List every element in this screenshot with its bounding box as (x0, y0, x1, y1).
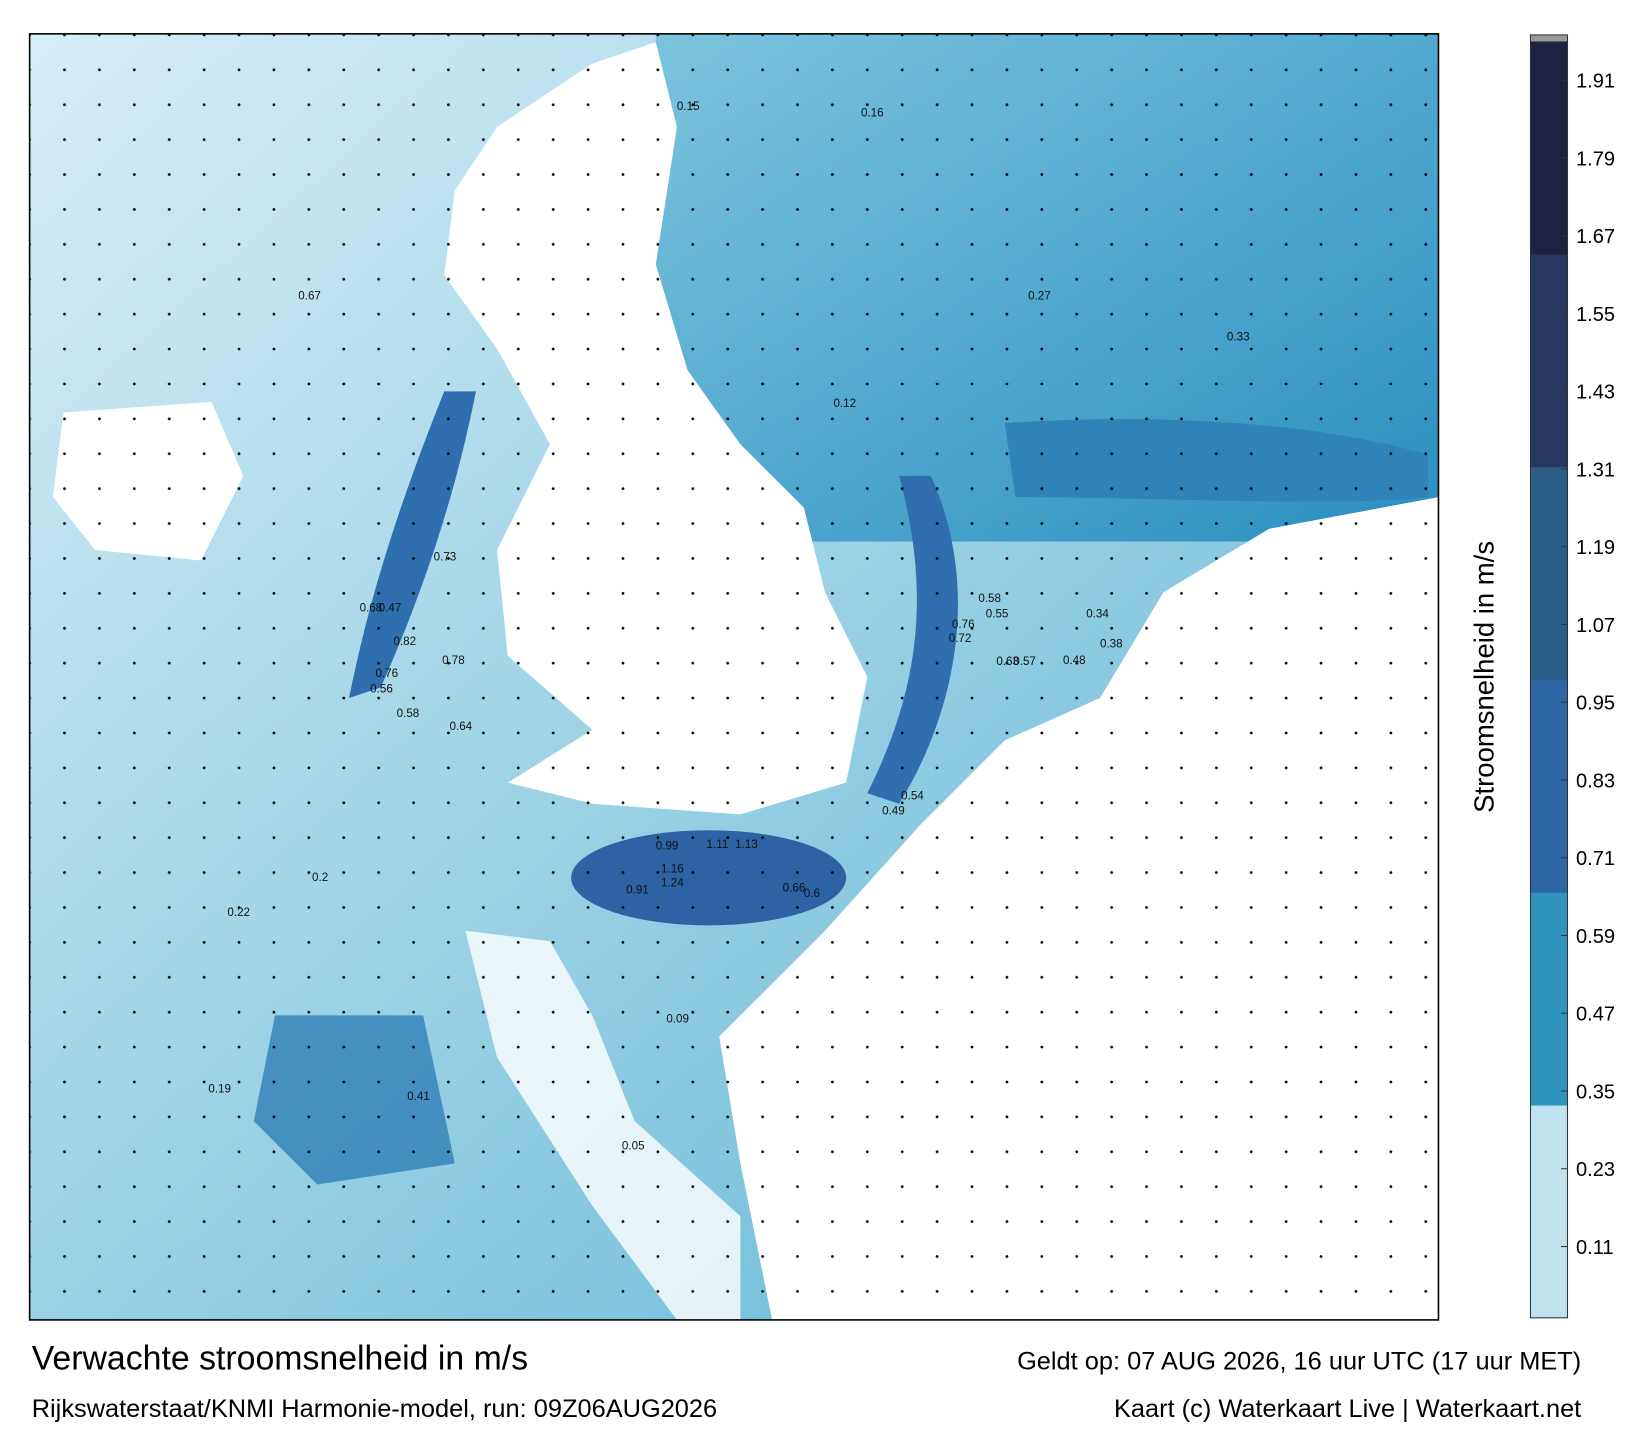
speed-label: 0.41 (407, 1090, 430, 1103)
speed-label: 0.49 (882, 804, 905, 817)
speed-label: 1.11 (707, 838, 729, 851)
colorbar-tick-label: 0.47 (1576, 1004, 1615, 1026)
colorbar-tick-label: 1.07 (1576, 615, 1615, 637)
colorbar-band (1530, 466, 1568, 681)
speed-label: 0.6 (804, 887, 820, 900)
speed-label: 0.2 (312, 871, 328, 884)
colorbar-cap (1530, 34, 1568, 42)
speed-label: 1.16 (661, 863, 684, 876)
speed-label: 0.58 (978, 592, 1001, 605)
speed-label: 0.67 (298, 289, 321, 302)
speed-label: 0.27 (1028, 289, 1051, 302)
title: Verwachte stroomsnelheid in m/s (32, 1340, 528, 1378)
speed-label: 0.91 (626, 884, 649, 897)
colorbar-tick-label: 1.19 (1576, 537, 1615, 559)
speed-label: 0.64 (450, 720, 473, 733)
colorbar-band (1530, 1105, 1568, 1319)
speed-label: 0.54 (901, 790, 924, 803)
speed-label: 0.76 (952, 618, 975, 631)
colorbar-label: Stroomsnelheid in m/s (1468, 541, 1499, 813)
speed-label: 0.66 (783, 882, 806, 895)
colorbar-band (1530, 41, 1568, 255)
colorbar: 0.11 0.23 0.35 0.47 0.59 0.71 0.83 0.95 1.07 1.19… (1530, 41, 1615, 1319)
speed-label: 0.48 (1063, 654, 1086, 667)
colorbar-tick-label: 1.31 (1576, 459, 1615, 481)
colorbar-tick-label: 0.83 (1576, 770, 1615, 792)
speed-label: 0.16 (861, 106, 884, 119)
speed-label: 0.63 (996, 655, 1019, 668)
speed-label: 0.34 (1086, 608, 1109, 621)
speed-label: 0.76 (375, 667, 398, 680)
speed-label: 0.56 (370, 683, 393, 696)
colorbar-tick-label: 0.95 (1576, 693, 1615, 715)
colorbar-band (1530, 892, 1568, 1106)
model-run: Rijkswaterstaat/KNMI Harmonie-model, run… (32, 1395, 717, 1423)
valid-time: Geldt op: 07 AUG 2026, 16 uur UTC (17 uu… (1017, 1348, 1581, 1376)
speed-label: 0.05 (622, 1140, 645, 1153)
speed-label: 0.15 (677, 100, 700, 113)
speed-labels: 0.82 0.76 0.73 0.56 0.58 0.64 0.47 0.78 0.68 0.67… (208, 100, 1249, 1153)
colorbar-tick-label: 0.35 (1576, 1081, 1615, 1103)
current-grid (29, 33, 1439, 1320)
colorbar-tick-label: 0.11 (1576, 1237, 1614, 1259)
colorbar-frame (1529, 34, 1569, 1319)
colorbar-tick-label: 0.23 (1576, 1159, 1615, 1181)
speed-label: 0.82 (393, 635, 416, 648)
speed-label: 0.22 (227, 906, 250, 919)
map-frame (28, 33, 1440, 1321)
speed-label: 0.58 (397, 707, 420, 720)
speed-label: 0.72 (949, 632, 972, 645)
colorbar-tick-label: 1.79 (1576, 148, 1615, 170)
speed-label: 0.33 (1227, 331, 1250, 344)
colorbar-tick-label: 1.55 (1576, 304, 1615, 326)
colorbar-tick-label: 0.59 (1576, 926, 1615, 948)
speed-label: 0.55 (986, 608, 1009, 621)
speed-label: 0.09 (666, 1013, 689, 1026)
speed-label: 0.19 (208, 1083, 231, 1096)
speed-label: 1.13 (735, 838, 758, 851)
speed-label: 0.73 (434, 551, 457, 564)
speed-label: 0.57 (1013, 655, 1036, 668)
speed-label: 0.38 (1100, 637, 1123, 650)
colorbar-tick-label: 1.67 (1576, 226, 1615, 248)
colorbar-band (1530, 679, 1568, 893)
speed-label: 0.68 (360, 601, 383, 614)
map: 0.82 0.76 0.73 0.56 0.58 0.64 0.47 0.78 0.68 0.67… (29, 33, 1439, 1320)
colorbar-band (1530, 254, 1568, 468)
speed-label: 1.24 (661, 876, 684, 889)
speed-label: 0.99 (656, 839, 679, 852)
colorbar-tick-label: 1.91 (1576, 71, 1615, 93)
colorbar-tick-label: 1.43 (1576, 382, 1615, 404)
speed-label: 0.47 (379, 601, 402, 614)
speed-label: 0.12 (833, 397, 856, 410)
colorbar-tick-label: 0.71 (1576, 848, 1615, 870)
credit: Kaart (c) Waterkaart Live | Waterkaart.n… (1114, 1395, 1581, 1423)
speed-label: 0.78 (442, 654, 465, 667)
